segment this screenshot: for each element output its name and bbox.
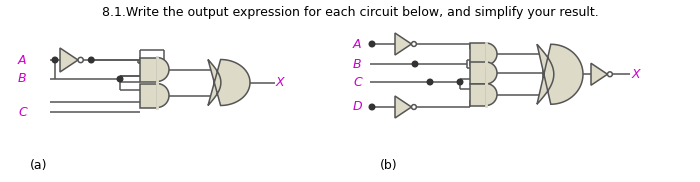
Text: A: A — [18, 54, 27, 66]
Text: (a): (a) — [30, 159, 48, 172]
Polygon shape — [395, 33, 412, 55]
Circle shape — [427, 79, 433, 85]
Circle shape — [88, 57, 94, 63]
Circle shape — [608, 72, 612, 77]
Text: A: A — [353, 37, 361, 50]
Polygon shape — [395, 96, 412, 118]
Wedge shape — [157, 58, 169, 82]
Wedge shape — [486, 84, 497, 106]
Text: X: X — [631, 68, 640, 81]
Text: C: C — [353, 76, 362, 88]
Polygon shape — [470, 62, 486, 84]
Text: C: C — [18, 106, 27, 118]
Circle shape — [457, 79, 463, 85]
Polygon shape — [60, 48, 78, 72]
Circle shape — [78, 57, 83, 63]
Text: 8.1.Write the output expression for each circuit below, and simplify your result: 8.1.Write the output expression for each… — [102, 6, 598, 19]
Polygon shape — [470, 84, 486, 106]
Circle shape — [412, 41, 416, 46]
Circle shape — [412, 105, 416, 109]
Circle shape — [412, 61, 418, 67]
Polygon shape — [591, 63, 608, 85]
Polygon shape — [470, 43, 486, 65]
Text: X: X — [276, 76, 285, 89]
Polygon shape — [208, 60, 250, 106]
Polygon shape — [537, 44, 583, 104]
Wedge shape — [157, 84, 169, 108]
Wedge shape — [486, 62, 497, 84]
Text: B: B — [353, 58, 362, 70]
Text: D: D — [353, 100, 363, 114]
Polygon shape — [140, 58, 157, 82]
Circle shape — [369, 41, 375, 47]
Polygon shape — [140, 84, 157, 108]
Text: B: B — [18, 72, 27, 86]
Circle shape — [117, 76, 122, 82]
Circle shape — [369, 104, 375, 110]
Text: (b): (b) — [380, 159, 398, 172]
Circle shape — [52, 57, 58, 63]
Wedge shape — [486, 43, 497, 65]
